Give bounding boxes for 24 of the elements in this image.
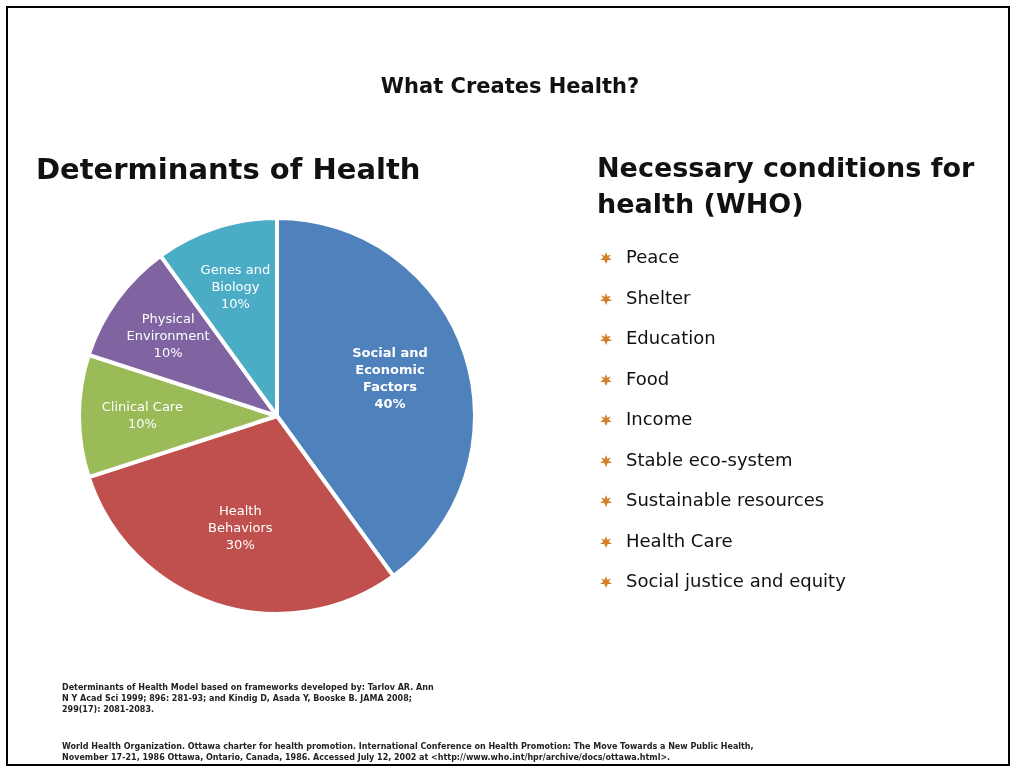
data-label: 30% [225, 537, 255, 553]
slice-label: Clinical Care [101, 398, 183, 414]
text: Peace [626, 246, 680, 267]
chart-subtitle: Determinants of Health [36, 152, 421, 186]
text: Necessary conditions for health (WHO) [597, 151, 976, 221]
text: Income [626, 408, 693, 429]
text: Food [626, 367, 670, 389]
text: Social justice and equity [626, 570, 846, 591]
slice-label: Genes and Biology [200, 262, 271, 295]
text: Stable eco-system [626, 448, 793, 470]
text: Sustainable resources [626, 489, 825, 510]
text: Shelter [626, 286, 691, 308]
data-label: 10% [127, 415, 157, 431]
text: Health Care [626, 529, 733, 551]
slice-label: Physical Environment [126, 311, 210, 344]
data-label: 10% [220, 296, 250, 312]
data-label: 10% [153, 345, 183, 361]
chart-title: What Creates Health? [379, 74, 641, 98]
text: World Health Organization. Ottawa charter for health promotion. International Conference on Health Promotion: The Move Towards a New Public Health, November 17-21, 1986 Ottawa, Ontario, Canada, 1986. Accessed July 12, 2002 at <http://www.who.int/hpr/archive/docs/ottawa.html>. [62, 741, 755, 763]
data-label: 40% [374, 396, 406, 412]
text: Determinants of Health Model based on frameworks developed by: Tarlov AR. Ann N Y Acad Sci 1999; 896: 281-93; and Kindig D, Asada Y, Booske B. JAMA 2008; 299(17): 2081-2083. [62, 682, 435, 715]
text: Education [626, 327, 716, 348]
slice-label: Social and Economic Factors [352, 345, 428, 395]
slice-label: Health Behaviors [208, 503, 273, 536]
